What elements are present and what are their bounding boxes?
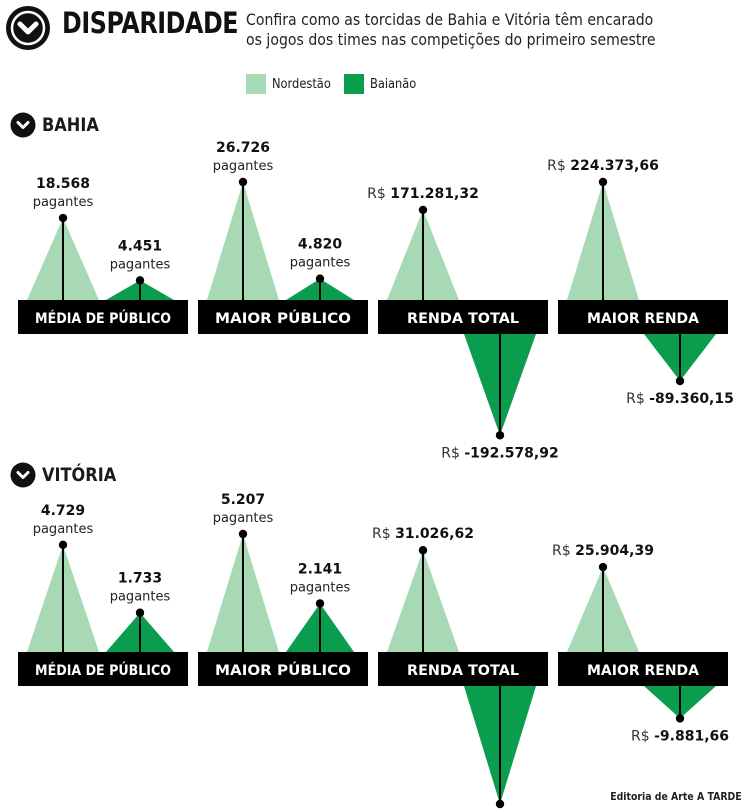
dot-vitoria-renda-total-nordestao	[418, 546, 428, 555]
legend-item-baianao: Baianão	[344, 74, 423, 94]
category-bar-vitoria-maior-publico	[198, 652, 368, 686]
unit-label-vitoria-media-de-publico-nordestao: pagantes	[33, 522, 94, 537]
category-bar-vitoria-maior-renda	[558, 652, 728, 686]
value-label-bahia-maior-renda-baianao: R$ -89.360,15	[626, 391, 734, 407]
subtitle-line-2: os jogos dos times nas competições do pr…	[246, 30, 656, 49]
category-label-bahia-maior-publico: MAIOR PÚBLICO	[215, 309, 351, 327]
legend-swatch-nordestao	[246, 74, 266, 94]
value-label-vitoria-media-de-publico-baianao: 1.733	[118, 571, 162, 587]
page-title: DISPARIDADE	[62, 6, 239, 40]
value-label-bahia-maior-publico-baianao: 4.820	[298, 237, 343, 253]
unit-label-vitoria-maior-publico-baianao: pagantes	[290, 580, 351, 595]
category-label-bahia-media-de-publico: MÉDIA DE PÚBLICO	[35, 309, 171, 327]
chevron-down-icon	[6, 6, 50, 50]
section-title-vitoria: VITÓRIA	[42, 464, 117, 486]
value-label-bahia-renda-total-nordestao: R$ 171.281,32	[367, 186, 479, 202]
category-label-bahia-maior-renda: MAIOR RENDA	[587, 311, 699, 327]
value-label-vitoria-maior-publico-nordestao: 5.207	[221, 492, 265, 508]
legend-label-nordestao: Nordestão	[272, 76, 331, 92]
category-label-bahia-renda-total: RENDA TOTAL	[407, 311, 519, 327]
category-label-vitoria-maior-renda: MAIOR RENDA	[587, 663, 699, 679]
dot-bahia-maior-publico-baianao	[315, 274, 325, 283]
value-label-vitoria-maior-renda-baianao: R$ -9.881,66	[631, 728, 729, 744]
value-label-bahia-renda-total-baianao: R$ -192.578,92	[441, 445, 558, 461]
category-label-vitoria-maior-publico: MAIOR PÚBLICO	[215, 661, 351, 679]
category-bar-vitoria-renda-total	[378, 652, 548, 686]
dot-bahia-renda-total-nordestao	[418, 205, 428, 215]
chevron-down-icon	[10, 112, 36, 138]
legend-swatch-baianao	[344, 74, 364, 94]
value-label-vitoria-maior-publico-baianao: 2.141	[298, 561, 342, 577]
dot-bahia-media-de-publico-baianao	[135, 276, 145, 285]
section-header-vitoria: VITÓRIA	[10, 462, 129, 488]
value-label-bahia-maior-renda-nordestao: R$ 224.373,66	[547, 158, 659, 174]
value-label-vitoria-media-de-publico-nordestao: 4.729	[41, 503, 85, 519]
dot-vitoria-maior-renda-baianao	[675, 714, 685, 723]
category-label-vitoria-renda-total: RENDA TOTAL	[407, 663, 519, 679]
category-label-vitoria-media-de-publico: MÉDIA DE PÚBLICO	[35, 661, 171, 679]
unit-label-bahia-media-de-publico-baianao: pagantes	[110, 257, 171, 272]
category-bar-bahia-media-de-publico	[18, 300, 188, 334]
dot-bahia-maior-renda-baianao	[675, 376, 685, 386]
section-title-bahia: BAHIA	[42, 114, 99, 136]
dot-vitoria-maior-renda-nordestao	[598, 562, 608, 572]
credit: Editoria de Arte A TARDE	[610, 790, 742, 803]
category-bar-bahia-renda-total	[378, 300, 548, 334]
dot-vitoria-media-de-publico-nordestao	[58, 540, 68, 550]
dot-bahia-media-de-publico-nordestao	[58, 213, 68, 223]
dot-vitoria-maior-publico-nordestao	[238, 529, 248, 539]
category-bar-bahia-maior-renda	[558, 300, 728, 334]
value-label-vitoria-renda-total-nordestao: R$ 31.026,62	[372, 526, 474, 542]
value-label-bahia-media-de-publico-baianao: 4.451	[118, 238, 162, 254]
subtitle-line-1: Confira como as torcidas de Bahia e Vitó…	[246, 10, 654, 29]
legend-item-nordestao: Nordestão	[246, 74, 339, 94]
unit-label-bahia-maior-publico-baianao: pagantes	[290, 256, 351, 271]
page-subtitle: Confira como as torcidas de Bahia e Vitó…	[246, 10, 686, 50]
value-label-bahia-media-de-publico-nordestao: 18.568	[36, 176, 90, 192]
chevron-down-icon	[10, 462, 36, 488]
category-bar-bahia-maior-publico	[198, 300, 368, 334]
dot-bahia-maior-publico-nordestao	[238, 177, 248, 187]
category-bar-vitoria-media-de-publico	[18, 652, 188, 686]
dot-bahia-maior-renda-nordestao	[598, 177, 608, 187]
unit-label-vitoria-media-de-publico-baianao: pagantes	[110, 590, 171, 605]
unit-label-bahia-media-de-publico-nordestao: pagantes	[33, 195, 94, 210]
dot-vitoria-renda-total-baianao	[495, 799, 505, 809]
section-header-bahia: BAHIA	[10, 112, 109, 138]
legend-label-baianao: Baianão	[370, 76, 417, 92]
value-label-bahia-maior-publico-nordestao: 26.726	[216, 140, 270, 156]
dot-vitoria-maior-publico-baianao	[315, 599, 325, 608]
unit-label-bahia-maior-publico-nordestao: pagantes	[213, 159, 274, 174]
dot-bahia-renda-total-baianao	[495, 431, 505, 440]
unit-label-vitoria-maior-publico-nordestao: pagantes	[213, 511, 274, 526]
value-label-vitoria-maior-renda-nordestao: R$ 25.904,39	[552, 543, 654, 559]
dot-vitoria-media-de-publico-baianao	[135, 608, 145, 617]
